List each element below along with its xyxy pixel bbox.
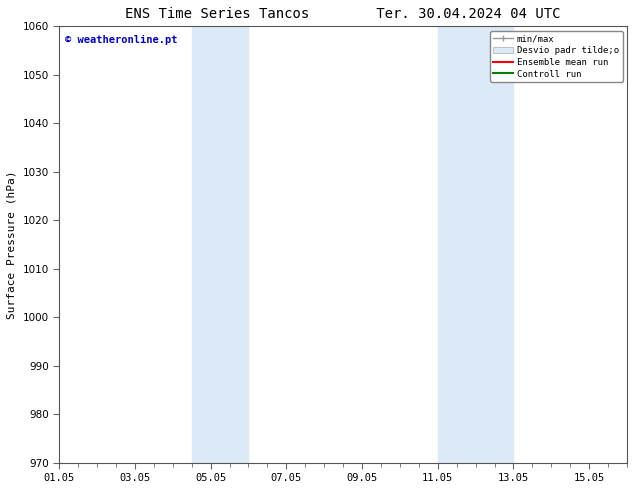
- Legend: min/max, Desvio padr tilde;o, Ensemble mean run, Controll run: min/max, Desvio padr tilde;o, Ensemble m…: [489, 31, 623, 82]
- Bar: [437, 26, 514, 463]
- Text: © weatheronline.pt: © weatheronline.pt: [65, 35, 178, 45]
- Y-axis label: Surface Pressure (hPa): Surface Pressure (hPa): [7, 170, 17, 318]
- Title: ENS Time Series Tancos        Ter. 30.04.2024 04 UTC: ENS Time Series Tancos Ter. 30.04.2024 0…: [126, 7, 561, 21]
- Bar: [191, 26, 249, 463]
